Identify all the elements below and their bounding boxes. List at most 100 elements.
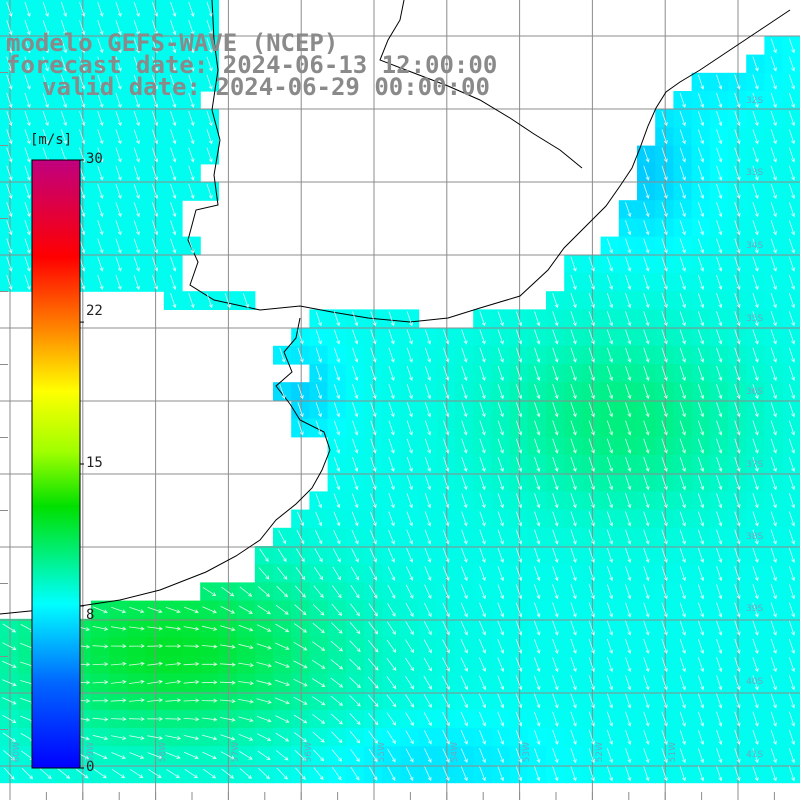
wind-arrow bbox=[312, 604, 325, 616]
wind-speed-cell bbox=[782, 182, 800, 201]
wind-arrow bbox=[606, 365, 614, 381]
wind-arrow bbox=[352, 365, 359, 381]
wind-arrow bbox=[697, 602, 705, 618]
wind-arrow bbox=[497, 693, 505, 709]
wind-arrow bbox=[515, 657, 523, 673]
wind-arrow bbox=[423, 639, 432, 654]
wind-arrow bbox=[497, 347, 504, 363]
wind-arrow bbox=[275, 623, 290, 633]
wind-arrow bbox=[257, 750, 271, 761]
wind-arrow bbox=[170, 165, 177, 181]
wind-arrow bbox=[734, 547, 741, 563]
wind-arrow bbox=[370, 420, 377, 436]
wind-arrow bbox=[295, 767, 306, 780]
wind-arrow bbox=[679, 92, 686, 108]
wind-arrow bbox=[515, 311, 523, 327]
wind-arrow bbox=[110, 644, 127, 649]
wind-speed-cell bbox=[782, 91, 800, 110]
wind-arrow bbox=[370, 365, 377, 381]
wind-arrow bbox=[734, 456, 741, 472]
wind-arrow bbox=[275, 715, 290, 723]
wind-arrow bbox=[367, 640, 379, 653]
wind-arrow bbox=[515, 438, 523, 454]
wind-arrow bbox=[79, 1, 86, 17]
wind-arrow bbox=[219, 699, 236, 704]
wind-arrow bbox=[661, 384, 668, 400]
wind-arrow bbox=[297, 402, 304, 418]
wind-arrow bbox=[716, 675, 723, 691]
wind-arrow bbox=[643, 183, 650, 199]
wind-arrow bbox=[770, 365, 777, 381]
wind-arrow bbox=[552, 475, 559, 491]
wind-arrow bbox=[386, 658, 397, 671]
wind-arrow bbox=[734, 402, 741, 418]
wind-arrow bbox=[170, 74, 177, 90]
wind-arrow bbox=[734, 238, 741, 254]
wind-arrow bbox=[752, 675, 759, 691]
wind-arrow bbox=[588, 274, 595, 290]
wind-arrow bbox=[752, 384, 759, 400]
wind-arrow bbox=[97, 165, 104, 181]
wind-arrow bbox=[133, 56, 140, 72]
wind-arrow bbox=[625, 256, 632, 272]
wind-arrow bbox=[206, 183, 213, 199]
wind-arrow bbox=[111, 768, 126, 779]
wind-arrow bbox=[606, 511, 614, 527]
wind-arrow bbox=[625, 293, 632, 309]
wind-arrow bbox=[165, 717, 182, 722]
wind-arrow bbox=[219, 662, 236, 667]
colorbar-gradient bbox=[31, 159, 81, 769]
wind-arrow bbox=[60, 92, 68, 108]
wind-arrow bbox=[552, 620, 559, 636]
wind-arrow bbox=[788, 347, 796, 363]
wind-arrow bbox=[788, 602, 796, 618]
wind-arrow bbox=[752, 256, 759, 272]
wind-arrows bbox=[2, 1, 796, 782]
wind-arrow bbox=[625, 438, 632, 454]
wind-arrow bbox=[188, 238, 195, 254]
wind-arrow bbox=[370, 329, 377, 345]
wind-arrow bbox=[534, 748, 541, 764]
wind-arrow bbox=[606, 384, 614, 400]
wind-arrow bbox=[697, 566, 705, 582]
wind-arrow bbox=[315, 365, 322, 381]
wind-arrow bbox=[293, 678, 308, 687]
wind-arrow bbox=[788, 547, 796, 563]
wind-arrow bbox=[115, 129, 122, 145]
wind-arrow bbox=[133, 20, 140, 36]
wind-speed-cell bbox=[782, 54, 800, 74]
wind-arrow bbox=[534, 365, 541, 381]
wind-arrow bbox=[311, 659, 326, 669]
wind-arrow bbox=[92, 680, 109, 685]
wind-arrow bbox=[256, 715, 272, 723]
wind-arrow bbox=[388, 420, 395, 436]
wind-speed-cell bbox=[782, 109, 800, 128]
wind-arrow bbox=[297, 420, 304, 436]
wind-arrow bbox=[679, 602, 686, 618]
wind-arrow bbox=[92, 626, 109, 631]
wind-arrow bbox=[697, 493, 705, 509]
wind-arrow bbox=[461, 420, 468, 436]
wind-arrow bbox=[625, 202, 632, 218]
wind-arrow bbox=[183, 606, 199, 614]
wind-arrow bbox=[188, 129, 195, 145]
lon-label: 58W bbox=[158, 742, 168, 763]
wind-arrow bbox=[313, 767, 324, 781]
wind-arrow bbox=[461, 566, 468, 582]
wind-arrow bbox=[206, 129, 213, 145]
wind-arrow bbox=[643, 766, 650, 782]
wind-arrow bbox=[6, 256, 13, 272]
wind-arrow bbox=[128, 698, 145, 703]
wind-arrow bbox=[697, 675, 705, 691]
wind-arrow bbox=[165, 606, 181, 614]
wind-arrow bbox=[734, 129, 741, 145]
wind-speed-cell bbox=[782, 764, 800, 784]
wind-arrow bbox=[570, 547, 577, 563]
wind-arrow bbox=[734, 438, 741, 454]
wind-arrow bbox=[752, 711, 759, 727]
wind-arrow bbox=[313, 566, 324, 581]
wind-arrow bbox=[734, 584, 741, 600]
wind-arrow bbox=[97, 56, 104, 72]
wind-arrow bbox=[734, 202, 741, 218]
